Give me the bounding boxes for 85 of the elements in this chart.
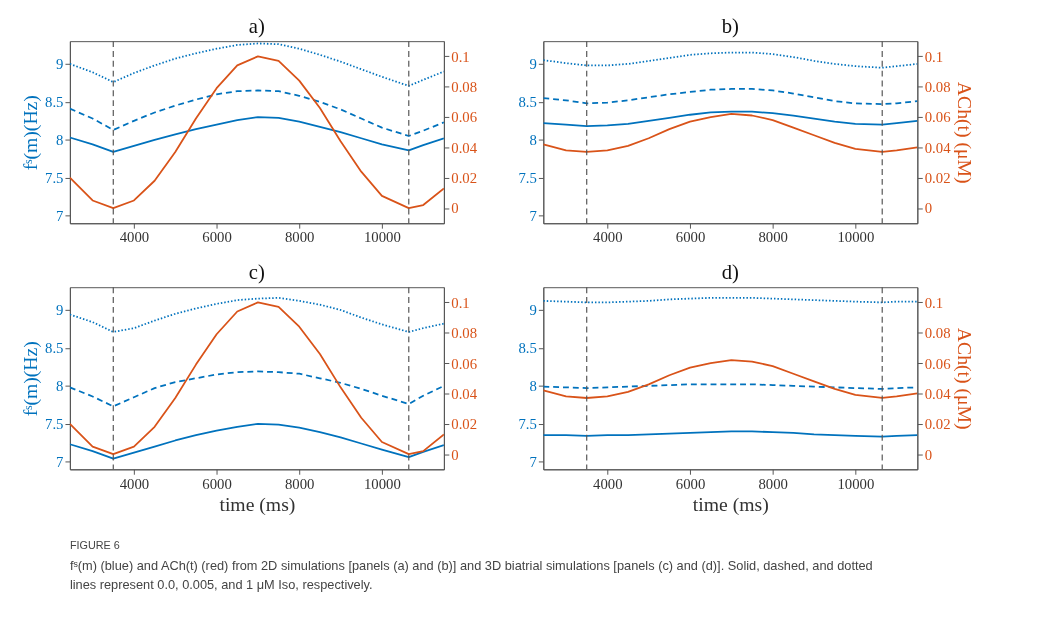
x-tick-label: 4000 [593, 475, 623, 492]
line-series [69, 42, 444, 87]
y-tick-label: 8.5 [45, 94, 64, 111]
line-series [543, 51, 918, 69]
line-series [543, 110, 918, 128]
y-axis-title: fˢ(m)(Hz) [19, 341, 43, 417]
y2-tick-label: 0 [924, 446, 933, 463]
y2-tick-label: 0.02 [924, 416, 951, 433]
caption: FIGURE 6 [69, 539, 120, 552]
x-tick-label: 6000 [202, 229, 232, 246]
x-tick-label: 10000 [837, 475, 875, 492]
line-series [69, 296, 444, 333]
y2-tick-label: 0.08 [924, 325, 951, 342]
y-tick-label: 8 [529, 132, 537, 149]
y-tick-label: 7.5 [45, 416, 64, 433]
y2-axis-title: ACh(t) (μM) [953, 327, 977, 430]
y2-tick-label: 0.04 [924, 385, 952, 402]
y2-tick-label: 0.06 [451, 355, 478, 372]
y-tick-label: 8.5 [518, 340, 537, 357]
line-series [69, 116, 444, 153]
y-tick-label: 8 [529, 378, 537, 395]
y-tick-label: 8.5 [518, 94, 537, 111]
y-tick-label: 7.5 [518, 170, 537, 187]
y2-tick-label: 0 [451, 200, 459, 217]
y2-tick-label: 0.08 [451, 79, 478, 96]
x-tick-label: 6000 [202, 475, 232, 492]
x-axis-title: time (ms) [219, 493, 296, 517]
y-tick-label: 8.5 [45, 340, 64, 357]
y2-tick-label: 0.04 [451, 139, 478, 156]
y2-tick-label: 0.06 [924, 355, 951, 372]
x-tick-label: 8000 [285, 229, 315, 246]
x-tick-label: 10000 [837, 229, 875, 246]
y-tick-label: 8 [56, 132, 64, 149]
y-tick-label: 7 [529, 208, 537, 225]
chart-title: c) [248, 260, 265, 284]
line-series [69, 55, 444, 209]
y2-tick-label: 0.04 [924, 139, 952, 156]
y-axis-title: fˢ(m)(Hz) [19, 95, 43, 171]
y2-tick-label: 0.02 [451, 170, 478, 187]
y-tick-label: 7 [56, 208, 64, 225]
y2-tick-label: 0.02 [924, 170, 951, 187]
y-tick-label: 9 [529, 302, 537, 319]
chart-title: d) [721, 260, 739, 284]
y2-axis-title: ACh(t) (μM) [953, 81, 977, 184]
y2-tick-label: 0.06 [924, 109, 951, 126]
y2-tick-label: 0.1 [451, 48, 470, 65]
y2-tick-label: 0.1 [451, 294, 470, 311]
x-axis-title: time (ms) [692, 493, 769, 517]
chart-title: b) [721, 14, 739, 38]
y2-tick-label: 0.02 [451, 416, 478, 433]
y-tick-label: 9 [56, 302, 64, 319]
y2-tick-label: 0.08 [924, 79, 951, 96]
line-series [69, 422, 444, 460]
x-tick-label: 8000 [758, 229, 788, 246]
x-tick-label: 6000 [675, 229, 706, 246]
y-tick-label: 7 [56, 454, 64, 471]
y2-tick-label: 0 [451, 446, 459, 463]
y2-tick-label: 0 [924, 200, 933, 217]
line-series [69, 370, 444, 408]
x-tick-label: 10000 [363, 475, 401, 492]
y-tick-label: 9 [56, 56, 64, 73]
x-tick-label: 8000 [285, 475, 315, 492]
x-tick-label: 4000 [119, 475, 150, 492]
x-tick-label: 4000 [593, 229, 623, 246]
text: fˢ(m) (blue) and ACh(t) (red) from 2D simulations [panels (a) and (b)] and 3D biatrial simulations [panels (c) and (d)]. Solid, dashed, and dotted lines represent 0.0, 0.005, and 1 μM Iso, respectively. [69, 557, 873, 593]
y-tick-label: 9 [529, 56, 537, 73]
y2-tick-label: 0.04 [451, 385, 478, 402]
y2-tick-label: 0.06 [451, 109, 478, 126]
y2-tick-label: 0.1 [924, 294, 944, 311]
y2-tick-label: 0.1 [924, 48, 944, 65]
x-tick-label: 4000 [119, 229, 150, 246]
y-tick-label: 7.5 [45, 170, 64, 187]
y-tick-label: 7 [529, 454, 537, 471]
line-series [69, 89, 444, 137]
line-series [543, 113, 918, 153]
chart-title: a) [248, 14, 265, 38]
x-tick-label: 8000 [758, 475, 788, 492]
line-series [543, 88, 918, 106]
line-series [543, 359, 918, 399]
line-series [69, 301, 444, 456]
y2-tick-label: 0.08 [451, 325, 478, 342]
x-tick-label: 6000 [675, 475, 706, 492]
y-tick-label: 8 [56, 378, 64, 395]
x-tick-label: 10000 [363, 229, 401, 246]
y-tick-label: 7.5 [518, 416, 537, 433]
